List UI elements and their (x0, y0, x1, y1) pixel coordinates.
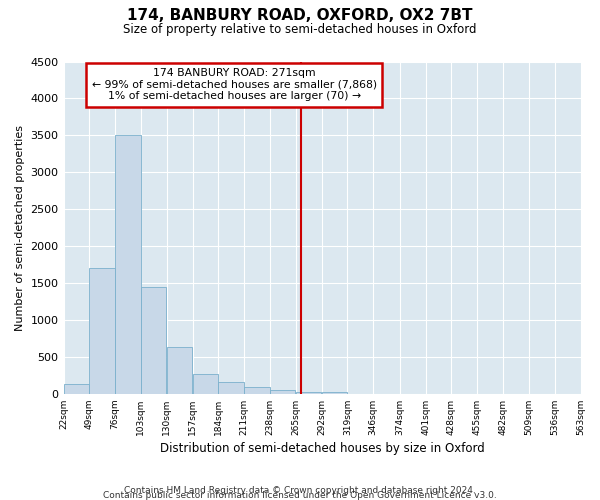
Bar (296, 392, 321, 394)
Bar (64, 384, 89, 394)
X-axis label: Distribution of semi-detached houses by size in Oxford: Distribution of semi-detached houses by … (160, 442, 484, 455)
Bar (218, 382, 244, 394)
Bar (193, 374, 218, 394)
Bar (244, 387, 269, 394)
Text: Contains HM Land Registry data © Crown copyright and database right 2024.: Contains HM Land Registry data © Crown c… (124, 486, 476, 495)
Bar (167, 348, 192, 394)
Bar (89, 268, 115, 394)
Text: 174, BANBURY ROAD, OXFORD, OX2 7BT: 174, BANBURY ROAD, OXFORD, OX2 7BT (127, 8, 473, 22)
Bar (322, 392, 347, 394)
Bar (141, 286, 166, 394)
Bar (270, 390, 295, 394)
Text: Contains public sector information licensed under the Open Government Licence v3: Contains public sector information licen… (103, 490, 497, 500)
Text: Size of property relative to semi-detached houses in Oxford: Size of property relative to semi-detach… (123, 22, 477, 36)
Bar (115, 136, 140, 394)
Text: 174 BANBURY ROAD: 271sqm
← 99% of semi-detached houses are smaller (7,868)
1% of: 174 BANBURY ROAD: 271sqm ← 99% of semi-d… (92, 68, 377, 102)
Y-axis label: Number of semi-detached properties: Number of semi-detached properties (15, 124, 25, 330)
